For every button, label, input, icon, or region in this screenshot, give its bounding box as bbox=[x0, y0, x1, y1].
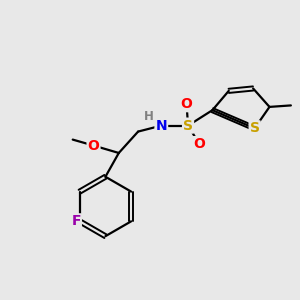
Text: O: O bbox=[88, 139, 100, 152]
Text: F: F bbox=[71, 214, 81, 228]
Text: S: S bbox=[183, 118, 193, 133]
Text: N: N bbox=[155, 118, 167, 133]
Text: S: S bbox=[250, 121, 260, 135]
Text: O: O bbox=[194, 137, 205, 151]
Text: H: H bbox=[144, 110, 154, 123]
Text: O: O bbox=[181, 97, 193, 111]
